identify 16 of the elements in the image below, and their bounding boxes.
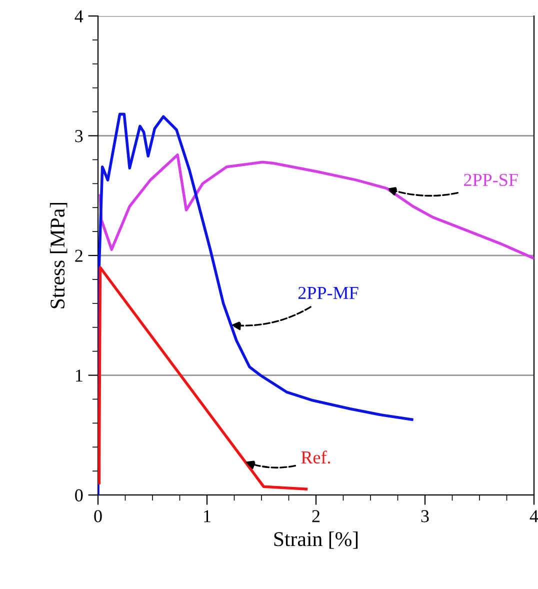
y-tick-label: 3 — [75, 130, 83, 142]
x-tick-label: 1 — [204, 510, 210, 522]
series-label: Ref. — [301, 450, 330, 464]
y-axis-title: Stress [MPa] — [50, 202, 68, 308]
x-tick-label: 4 — [530, 510, 538, 522]
x-tick-label: 0 — [94, 510, 102, 522]
text: 2PP-SF — [464, 174, 518, 186]
y-tick-label: 2 — [75, 250, 82, 262]
x-axis-title: Strain [%] — [274, 532, 358, 549]
x-tick-label: 2 — [312, 510, 320, 522]
y-tick-label: 1 — [76, 370, 82, 382]
x-tick-label: 3 — [421, 510, 429, 522]
y-tick-label: 0 — [75, 489, 83, 502]
line-series — [98, 154, 534, 260]
text: 2PP-MF — [298, 286, 358, 299]
y-tick-label: 4 — [74, 10, 84, 22]
